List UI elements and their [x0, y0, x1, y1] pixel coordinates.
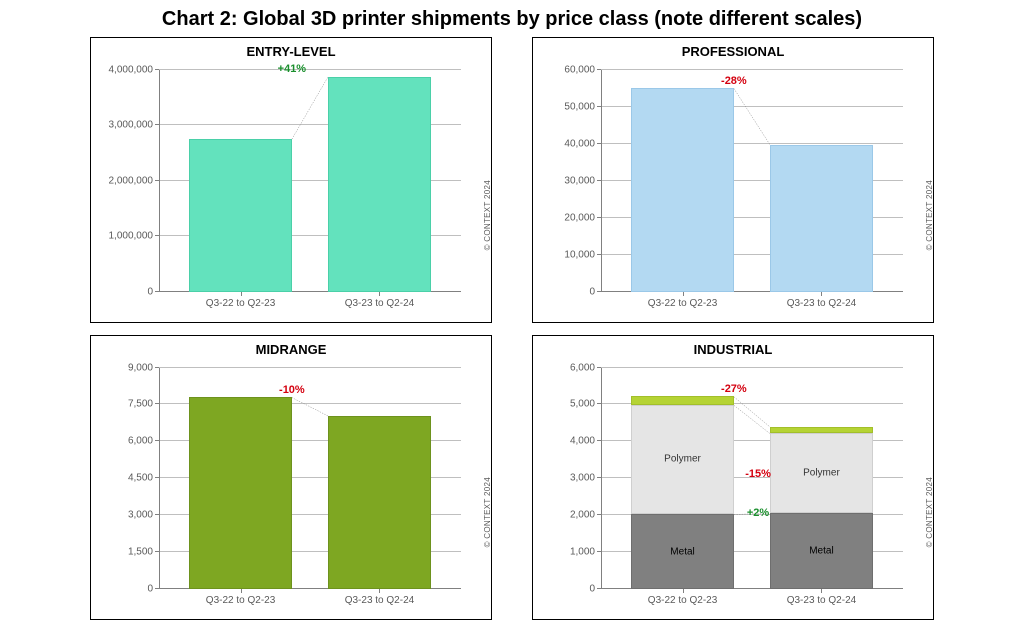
panel-title: INDUSTRIAL	[533, 342, 933, 357]
bar-segment	[770, 145, 873, 292]
y-tick-label: 0	[589, 286, 595, 297]
delta-label: +41%	[278, 63, 306, 75]
x-tick-mark	[821, 292, 822, 296]
y-tick-label: 3,000	[570, 473, 595, 484]
bar-segment: Metal	[770, 513, 873, 589]
bar-segment	[631, 396, 734, 404]
y-tick-label: 60,000	[564, 65, 595, 76]
bar	[328, 77, 431, 292]
panel-midrange: MIDRANGE© CONTEXT 202401,5003,0004,5006,…	[90, 335, 492, 621]
gridline	[601, 69, 903, 70]
y-axis	[159, 70, 160, 292]
x-tick-label: Q3-23 to Q2-24	[345, 298, 414, 309]
segment-label: Metal	[632, 546, 733, 557]
y-tick-label: 5,000	[570, 399, 595, 410]
y-tick-label: 1,000,000	[109, 231, 154, 242]
y-tick-label: 3,000	[128, 510, 153, 521]
bar	[631, 88, 734, 291]
bar-segment: Metal	[631, 514, 734, 589]
bar-segment	[770, 427, 873, 434]
y-tick-label: 1,000	[570, 547, 595, 558]
delta-label: -27%	[721, 383, 747, 395]
gridline	[159, 367, 461, 368]
y-axis	[601, 368, 602, 590]
y-tick-label: 0	[589, 584, 595, 595]
x-tick-mark	[683, 292, 684, 296]
copyright-label: © CONTEXT 2024	[925, 477, 934, 547]
x-tick-label: Q3-22 to Q2-23	[206, 298, 275, 309]
y-tick-label: 50,000	[564, 101, 595, 112]
y-tick-label: 0	[147, 584, 153, 595]
y-tick-label: 0	[147, 286, 153, 297]
x-tick-mark	[379, 589, 380, 593]
panel-title: ENTRY-LEVEL	[91, 44, 491, 59]
plot-area: 01,5003,0004,5006,0007,5009,000Q3-22 to …	[159, 368, 461, 590]
bar-segment	[189, 139, 292, 291]
x-tick-label: Q3-22 to Q2-23	[648, 298, 717, 309]
copyright-label: © CONTEXT 2024	[483, 477, 492, 547]
panel-entry-level: ENTRY-LEVEL© CONTEXT 202401,000,0002,000…	[90, 37, 492, 323]
x-tick-mark	[379, 292, 380, 296]
x-tick-label: Q3-23 to Q2-24	[787, 298, 856, 309]
y-tick-label: 40,000	[564, 138, 595, 149]
delta-label: -15%	[745, 468, 771, 480]
x-tick-mark	[821, 589, 822, 593]
y-tick-label: 7,500	[128, 399, 153, 410]
bar-segment	[631, 88, 734, 291]
bar: Metal Polymer	[770, 427, 873, 589]
y-tick-label: 2,000,000	[109, 175, 154, 186]
x-tick-label: Q3-22 to Q2-23	[648, 595, 717, 606]
segment-label: Metal	[771, 545, 872, 556]
bar	[770, 145, 873, 292]
x-tick-mark	[241, 589, 242, 593]
bar-segment	[328, 77, 431, 292]
bar	[189, 397, 292, 589]
gridline	[601, 367, 903, 368]
x-tick-label: Q3-23 to Q2-24	[787, 595, 856, 606]
y-tick-label: 20,000	[564, 212, 595, 223]
y-tick-label: 9,000	[128, 362, 153, 373]
bar-segment: Polymer	[770, 433, 873, 512]
y-tick-label: 3,000,000	[109, 120, 154, 131]
y-axis	[159, 368, 160, 590]
segment-label: Polymer	[632, 454, 733, 465]
bar-segment: Polymer	[631, 405, 734, 514]
panel-professional: PROFESSIONAL© CONTEXT 2024010,00020,0003…	[532, 37, 934, 323]
panel-industrial: INDUSTRIAL© CONTEXT 202401,0002,0003,000…	[532, 335, 934, 621]
y-tick-label: 6,000	[570, 362, 595, 373]
y-axis	[601, 70, 602, 292]
panel-title: PROFESSIONAL	[533, 44, 933, 59]
page-title: Chart 2: Global 3D printer shipments by …	[0, 0, 1024, 37]
gridline	[159, 69, 461, 70]
y-tick-label: 4,000	[570, 436, 595, 447]
y-tick-label: 2,000	[570, 510, 595, 521]
chart-grid: ENTRY-LEVEL© CONTEXT 202401,000,0002,000…	[0, 37, 1024, 630]
copyright-label: © CONTEXT 2024	[925, 180, 934, 250]
plot-area: 01,0002,0003,0004,0005,0006,000MetalPoly…	[601, 368, 903, 590]
x-tick-label: Q3-23 to Q2-24	[345, 595, 414, 606]
delta-label: -10%	[279, 384, 305, 396]
bar	[189, 139, 292, 291]
x-tick-mark	[683, 589, 684, 593]
plot-area: 01,000,0002,000,0003,000,0004,000,000Q3-…	[159, 70, 461, 292]
y-tick-label: 6,000	[128, 436, 153, 447]
y-tick-label: 4,500	[128, 473, 153, 484]
x-tick-label: Q3-22 to Q2-23	[206, 595, 275, 606]
y-tick-label: 30,000	[564, 175, 595, 186]
y-tick-label: 1,500	[128, 547, 153, 558]
x-tick-mark	[241, 292, 242, 296]
segment-label: Polymer	[771, 467, 872, 478]
y-tick-label: 4,000,000	[109, 65, 154, 76]
panel-title: MIDRANGE	[91, 342, 491, 357]
copyright-label: © CONTEXT 2024	[483, 180, 492, 250]
bar: Metal Polymer	[631, 396, 734, 589]
bar-segment	[189, 397, 292, 589]
bar	[328, 416, 431, 590]
plot-area: 010,00020,00030,00040,00050,00060,000Q3-…	[601, 70, 903, 292]
y-tick-label: 10,000	[564, 249, 595, 260]
delta-label: +2%	[747, 507, 769, 519]
delta-label: -28%	[721, 75, 747, 87]
bar-segment	[328, 416, 431, 590]
